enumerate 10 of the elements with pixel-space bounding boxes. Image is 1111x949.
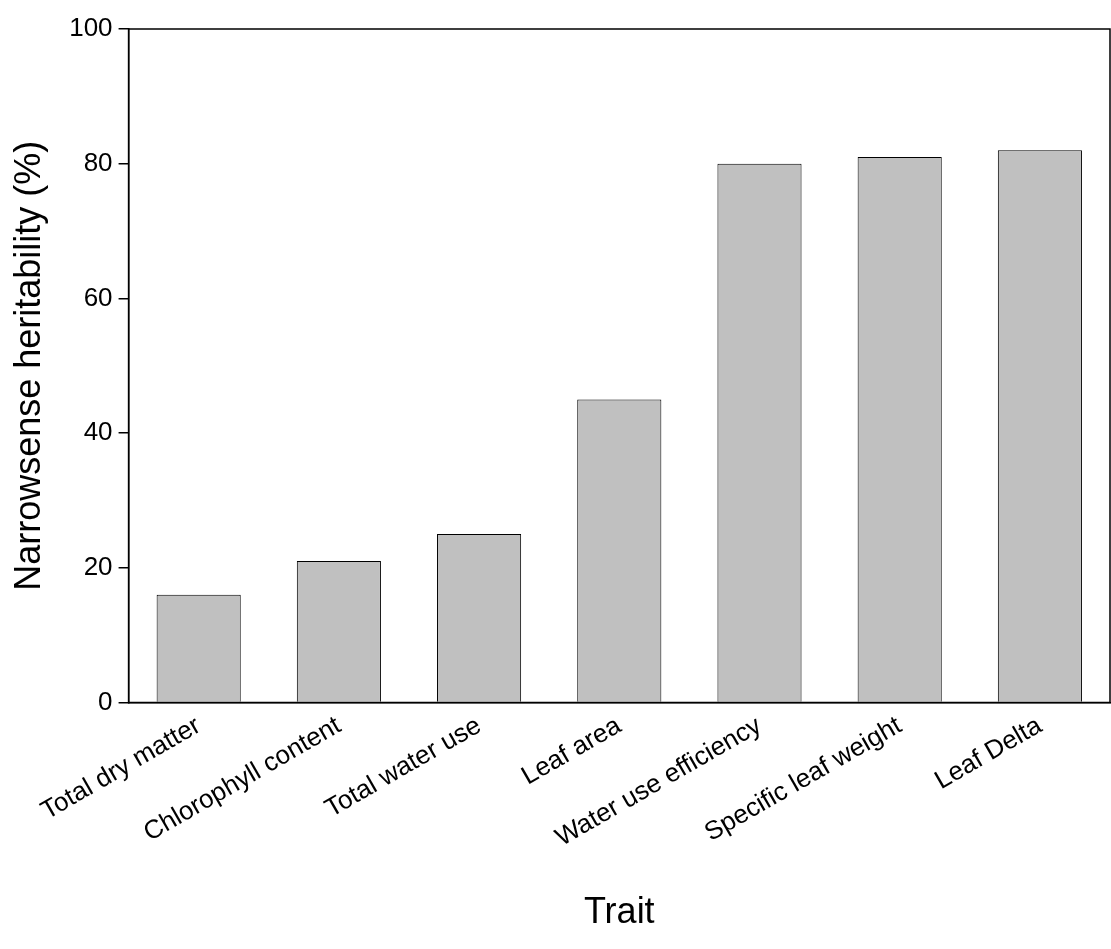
x-tick-label: Leaf area <box>515 709 627 791</box>
y-tick-label: 20 <box>83 550 113 581</box>
y-tick-label: 100 <box>69 12 113 43</box>
y-tick-label: 0 <box>98 685 113 716</box>
y-axis-title: Narrowsense heritability (%) <box>6 140 48 591</box>
y-tick-label: 80 <box>83 146 113 177</box>
x-tick-label: Leaf Delta <box>928 709 1047 795</box>
y-tick-label: 40 <box>83 416 113 447</box>
x-axis-title: Trait <box>583 890 655 932</box>
y-tick-label: 60 <box>83 281 113 312</box>
